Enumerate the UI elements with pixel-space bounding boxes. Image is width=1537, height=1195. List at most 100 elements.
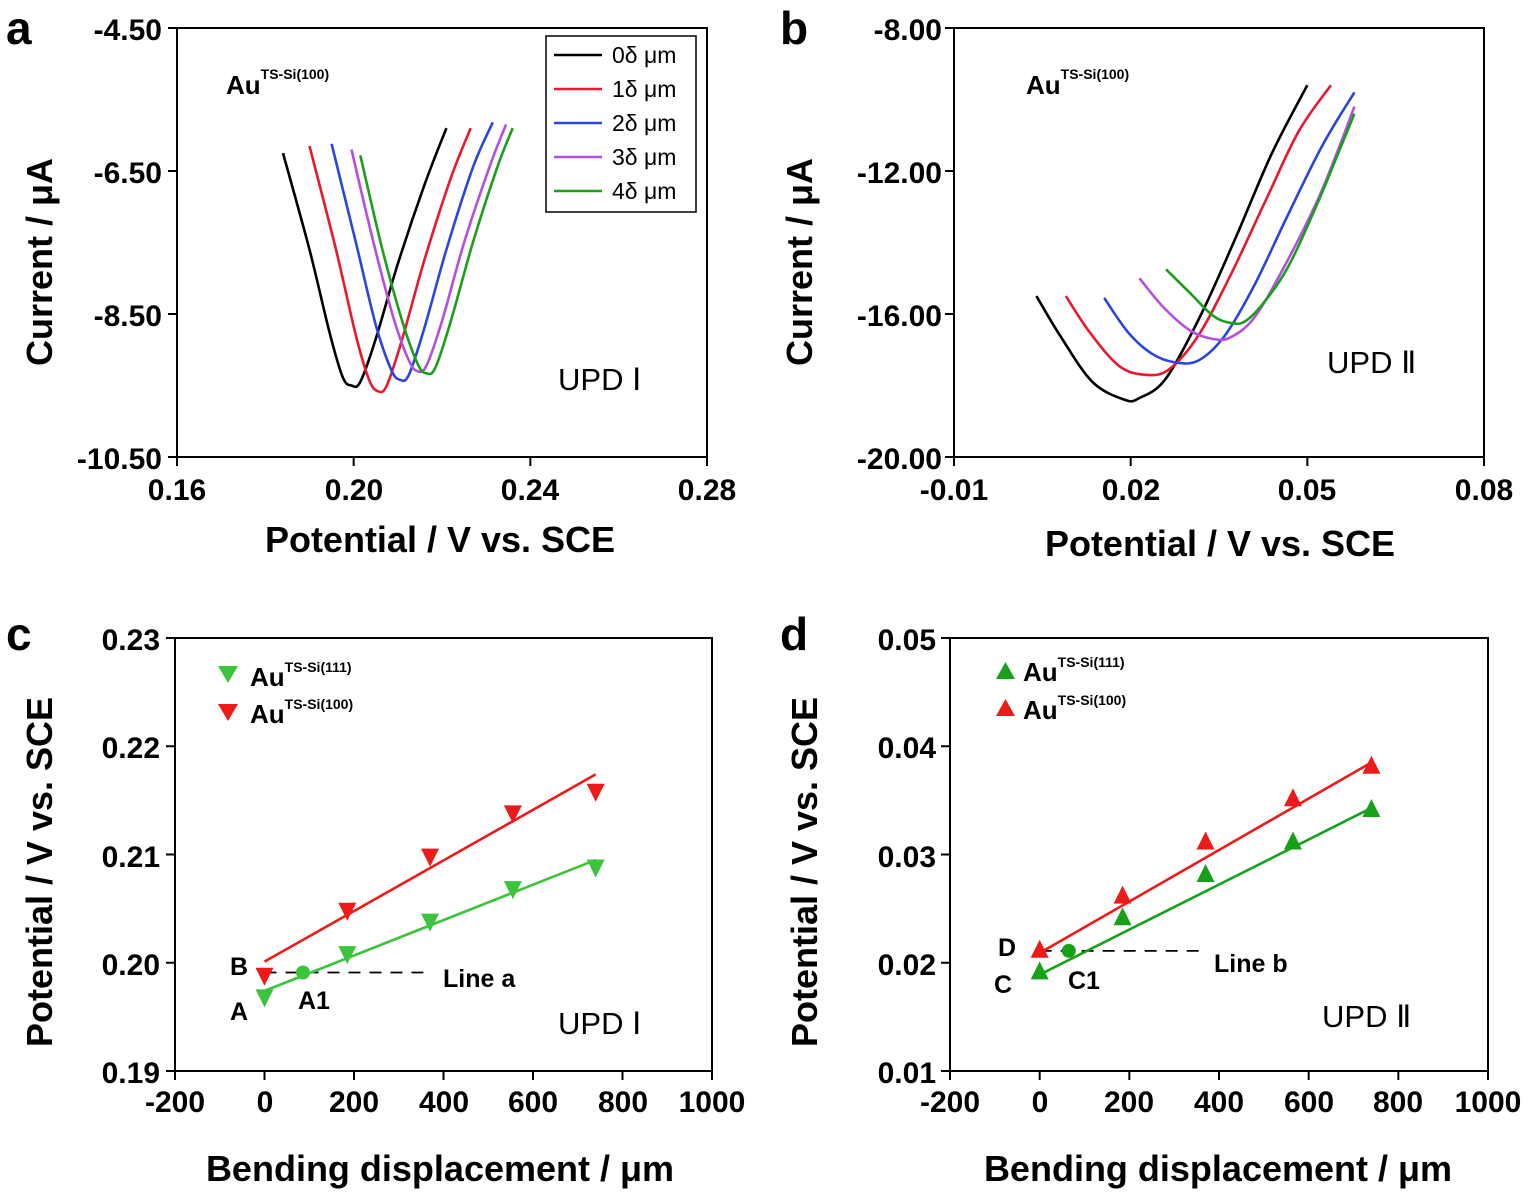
legend-label-c-111: AuTS-Si(111)	[250, 659, 352, 692]
legend-marker-d-100	[996, 699, 1015, 716]
ytick-b-2: -16.00	[857, 300, 942, 333]
xtick-c-0: -200	[145, 1086, 205, 1119]
ytick-b-3: -20.00	[857, 443, 942, 476]
series-line-b-4	[1165, 113, 1356, 326]
ylabel-b: Current / μA	[779, 158, 820, 366]
legend-base-c-100: Au	[250, 699, 285, 729]
data-point-d-1-2	[1196, 831, 1215, 850]
plot-d	[1030, 755, 1381, 980]
xtick-d-1: 0	[1032, 1086, 1049, 1119]
legend-sup-d-100: TS-Si(100)	[1058, 692, 1126, 708]
xtick-b-1: 0.02	[1102, 474, 1160, 507]
series-line-b-2	[1103, 91, 1356, 365]
sample-label-a: AuTS-Si(100)	[226, 66, 329, 100]
series-line-b-3	[1138, 106, 1356, 342]
intersection-point-A1	[295, 965, 310, 980]
data-point-c-1-3	[503, 805, 522, 824]
ticks-d	[941, 637, 1489, 1080]
ticks-b	[945, 27, 1485, 466]
legend-base-d-100: Au	[1023, 695, 1058, 725]
ytick-c-1: 0.22	[102, 732, 160, 765]
data-point-c-0-4	[586, 859, 605, 878]
region-label-d: UPD Ⅱ	[1322, 999, 1411, 1034]
legend-sup-d-111: TS-Si(111)	[1058, 654, 1125, 670]
legend-label-3: 3δ μm	[612, 144, 676, 170]
curves-a	[281, 121, 514, 394]
sample-label-b: AuTS-Si(100)	[1026, 66, 1129, 100]
data-point-c-0-0	[255, 989, 274, 1008]
xtick-c-2: 200	[329, 1086, 379, 1119]
legend-label-d-111: AuTS-Si(111)	[1023, 654, 1125, 687]
xtick-b-3: 0.08	[1455, 474, 1513, 507]
xtick-b-0: -0.01	[920, 474, 988, 507]
data-point-d-0-3	[1283, 831, 1302, 850]
ytick-b-0: -8.00	[874, 14, 942, 47]
series-line-a-2	[330, 121, 494, 383]
xlabel-c: Bending displacement / μm	[206, 1148, 674, 1189]
xtick-d-2: 200	[1104, 1086, 1154, 1119]
ytick-b-1: -12.00	[857, 157, 942, 190]
data-point-c-1-1	[338, 902, 357, 921]
xtick-a-0: 0.16	[148, 474, 206, 507]
xtick-d-5: 800	[1373, 1086, 1423, 1119]
xtick-a-3: 0.28	[678, 474, 736, 507]
curves-b	[1035, 84, 1356, 403]
data-point-d-1-1	[1113, 885, 1132, 904]
series-line-b-0	[1035, 84, 1309, 403]
region-label-c: UPD Ⅰ	[558, 1006, 641, 1041]
xtick-d-0: -200	[920, 1086, 980, 1119]
data-point-c-0-3	[503, 881, 522, 900]
ylabel-a: Current / μA	[19, 158, 60, 366]
plot-frame-a	[176, 27, 708, 458]
panel-letter-a: a	[6, 2, 32, 54]
ytick-d-4: 0.01	[878, 1057, 936, 1090]
point-label-D: D	[998, 934, 1016, 962]
panel-c: c 0.23 0.22 0.21 0.20 0.19 -200 0 200 40…	[6, 608, 745, 1189]
ytick-a-3: -10.50	[77, 443, 162, 476]
ytick-d-2: 0.03	[878, 841, 936, 874]
legend-label-0: 0δ μm	[612, 42, 676, 68]
series-line-a-4	[359, 127, 514, 376]
xtick-b-2: 0.05	[1278, 474, 1336, 507]
legend-label-1: 1δ μm	[612, 76, 676, 102]
point-label-C: C	[994, 971, 1012, 999]
data-point-c-1-0	[255, 967, 274, 986]
panel-letter-b: b	[780, 2, 808, 54]
xtick-a-2: 0.24	[501, 474, 560, 507]
sample-sup-b: TS-Si(100)	[1061, 66, 1129, 82]
data-point-d-0-4	[1362, 799, 1381, 818]
sample-sup-a: TS-Si(100)	[261, 66, 329, 82]
xlabel-b: Potential / V vs. SCE	[1045, 523, 1395, 564]
xtick-c-3: 400	[419, 1086, 469, 1119]
legend-label-c-100: AuTS-Si(100)	[250, 696, 353, 729]
data-point-d-0-0	[1030, 961, 1049, 980]
legend-label-2: 2δ μm	[612, 110, 676, 136]
ytick-a-1: -6.50	[94, 157, 162, 190]
panel-d: d 0.05 0.04 0.03 0.02 0.01 -200 0 200 40…	[780, 608, 1521, 1189]
legend-base-d-111: Au	[1023, 657, 1058, 687]
data-point-d-1-0	[1030, 939, 1049, 958]
panel-a: a -4.50 -6.50 -8.50 -10.50 0.16 0.20 0.2…	[6, 2, 736, 560]
ytick-d-3: 0.02	[878, 949, 936, 982]
sample-base-a: Au	[226, 70, 261, 100]
line-label-b: Line b	[1214, 950, 1288, 978]
legend-sup-c-111: TS-Si(111)	[285, 659, 352, 675]
ytick-c-2: 0.21	[102, 841, 160, 874]
ytick-a-0: -4.50	[94, 14, 162, 47]
ytick-c-4: 0.19	[102, 1057, 160, 1090]
xtick-d-4: 600	[1284, 1086, 1334, 1119]
ticks-c	[166, 637, 713, 1080]
panel-letter-c: c	[6, 608, 32, 660]
data-point-c-0-1	[338, 946, 357, 965]
data-point-c-1-2	[421, 848, 440, 867]
data-point-d-1-3	[1283, 788, 1302, 807]
legend-marker-c-100	[218, 704, 238, 721]
legend-marker-d-111	[996, 662, 1015, 679]
xlabel-d: Bending displacement / μm	[984, 1148, 1452, 1189]
legend-marker-c-111	[218, 666, 238, 683]
sample-base-b: Au	[1026, 70, 1061, 100]
ylabel-d: Potential / V vs. SCE	[784, 697, 825, 1047]
fit-line-d-0	[1039, 806, 1373, 976]
fit-line-d-1	[1039, 761, 1373, 955]
